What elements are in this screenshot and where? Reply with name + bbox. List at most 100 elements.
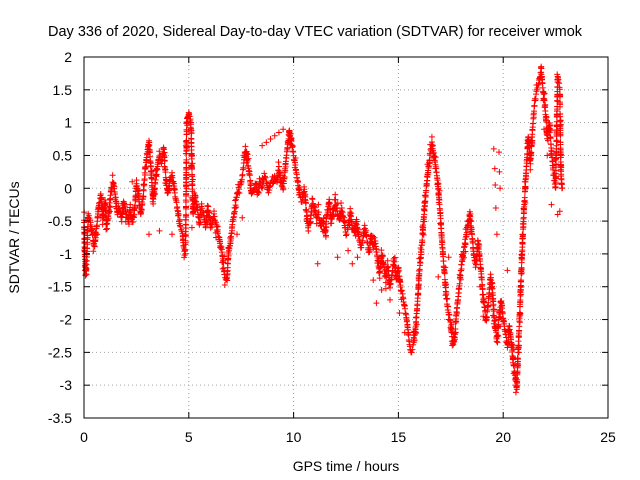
data-point xyxy=(534,85,541,92)
data-point xyxy=(420,222,427,229)
data-point xyxy=(206,214,213,221)
data-point xyxy=(443,289,450,296)
data-point xyxy=(169,231,176,238)
data-point xyxy=(183,166,190,173)
data-point xyxy=(211,208,218,215)
data-point xyxy=(541,126,548,133)
data-point xyxy=(500,318,507,325)
data-point xyxy=(409,346,416,353)
data-point xyxy=(148,168,155,175)
data-point xyxy=(182,239,189,246)
data-point xyxy=(516,323,523,330)
data-point xyxy=(452,326,459,333)
data-point xyxy=(475,243,482,250)
data-point xyxy=(527,166,534,173)
data-point xyxy=(438,219,445,226)
y-tick-label: 0.5 xyxy=(53,147,73,163)
data-point xyxy=(420,231,427,238)
data-point xyxy=(294,178,301,185)
data-point xyxy=(412,330,419,337)
data-point xyxy=(504,267,511,274)
data-point xyxy=(491,165,498,172)
data-point xyxy=(371,234,378,241)
data-point xyxy=(529,139,536,146)
data-point xyxy=(98,198,105,205)
data-point xyxy=(323,224,330,231)
data-point xyxy=(175,212,182,219)
data-point xyxy=(183,156,190,163)
data-point xyxy=(302,191,309,198)
data-point xyxy=(94,231,101,238)
data-point xyxy=(171,180,178,187)
data-point xyxy=(516,319,523,326)
data-point xyxy=(277,179,284,186)
data-point xyxy=(345,247,352,254)
data-point xyxy=(421,218,428,225)
data-point xyxy=(110,182,117,189)
data-point xyxy=(349,260,356,267)
data-point xyxy=(115,202,122,209)
data-point xyxy=(476,250,483,257)
data-point xyxy=(279,183,286,190)
data-point xyxy=(477,283,484,290)
data-point xyxy=(161,157,168,164)
data-point xyxy=(275,129,282,136)
data-point xyxy=(514,355,521,362)
data-point xyxy=(276,169,283,176)
data-point xyxy=(227,240,234,247)
data-point xyxy=(213,223,220,230)
data-point xyxy=(267,136,274,143)
data-point xyxy=(435,189,442,196)
data-point xyxy=(182,246,189,253)
data-point xyxy=(245,167,252,174)
x-tick-label: 25 xyxy=(600,429,616,445)
data-point xyxy=(492,204,499,211)
data-point xyxy=(558,185,565,192)
data-point xyxy=(305,227,312,234)
data-point xyxy=(398,288,405,295)
data-point xyxy=(370,244,377,251)
data-point xyxy=(151,186,158,193)
data-point xyxy=(131,214,138,221)
data-point xyxy=(557,103,564,110)
data-point xyxy=(174,212,181,219)
data-point xyxy=(557,151,564,158)
data-point xyxy=(476,256,483,263)
data-point xyxy=(444,295,451,302)
data-point xyxy=(477,265,484,272)
data-point xyxy=(492,317,499,324)
data-point xyxy=(326,200,333,207)
data-point xyxy=(396,309,403,316)
data-point xyxy=(107,195,114,202)
data-point xyxy=(352,232,359,239)
data-point xyxy=(518,264,525,271)
data-point xyxy=(242,143,249,150)
data-point xyxy=(202,221,209,228)
data-point xyxy=(221,253,228,260)
data-point xyxy=(293,174,300,181)
data-point xyxy=(311,203,318,210)
data-point xyxy=(462,241,469,248)
data-point xyxy=(415,286,422,293)
data-point xyxy=(91,243,98,250)
data-point xyxy=(556,208,563,215)
data-point xyxy=(188,129,195,136)
data-point xyxy=(156,227,163,234)
data-point xyxy=(189,173,196,180)
data-point xyxy=(323,232,329,239)
data-point xyxy=(109,172,116,179)
data-point xyxy=(398,287,405,294)
y-tick-label: 1 xyxy=(64,115,72,131)
data-point xyxy=(168,173,175,180)
data-point xyxy=(382,285,389,292)
data-point xyxy=(370,277,377,284)
data-point xyxy=(315,209,322,216)
data-point xyxy=(146,149,153,156)
data-point xyxy=(468,226,475,233)
data-point xyxy=(480,313,487,320)
data-point xyxy=(181,254,188,261)
data-series xyxy=(81,63,566,396)
data-point xyxy=(225,252,232,259)
data-point xyxy=(332,191,339,198)
data-point xyxy=(309,196,316,203)
